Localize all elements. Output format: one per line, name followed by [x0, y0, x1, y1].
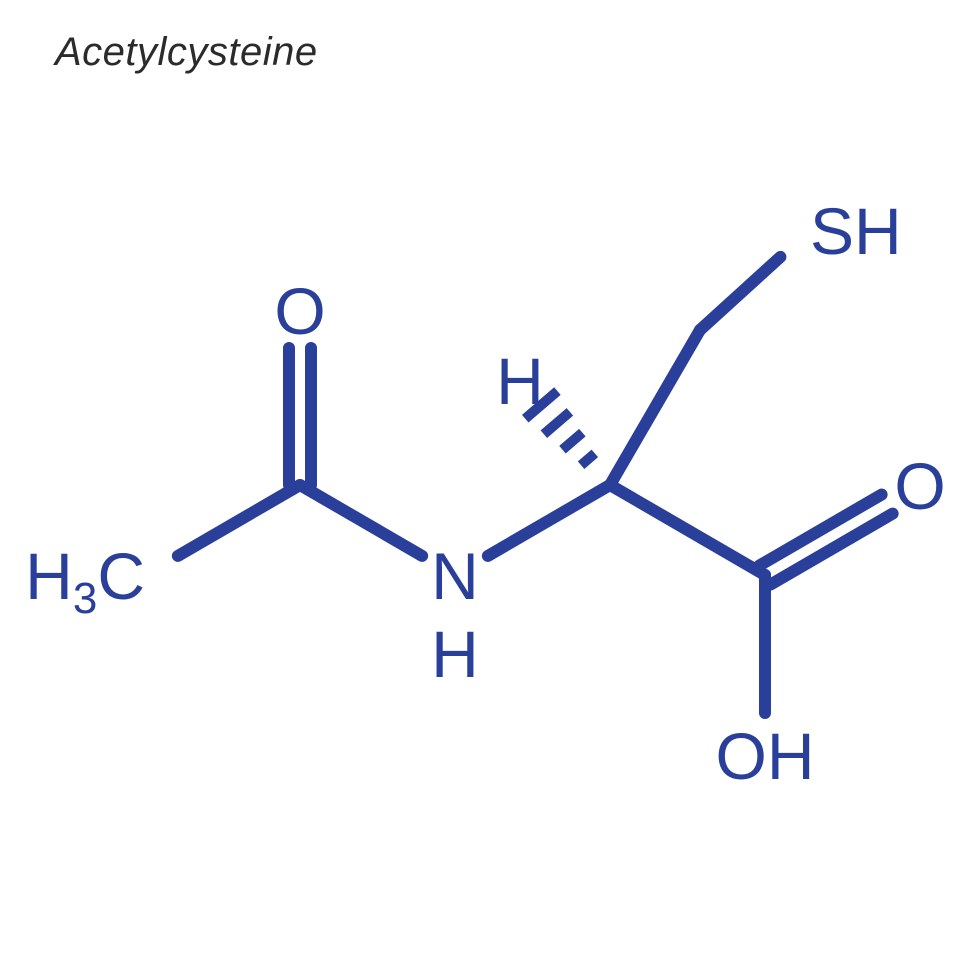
- atom-label: O: [894, 449, 945, 523]
- atom-label: SH: [810, 194, 902, 268]
- molecule-diagram: H3CONHHSHOOH: [0, 0, 980, 980]
- atom-label: N: [431, 539, 479, 613]
- atom-label: OH: [716, 719, 815, 793]
- atom-label: H: [431, 617, 479, 691]
- atom-label: H: [496, 344, 544, 418]
- figure-container: Acetylcysteine H3CONHHSHOOH: [0, 0, 980, 980]
- atom-label: H3C: [25, 539, 145, 623]
- compound-title: Acetylcysteine: [55, 30, 318, 75]
- atom-label: O: [274, 274, 325, 348]
